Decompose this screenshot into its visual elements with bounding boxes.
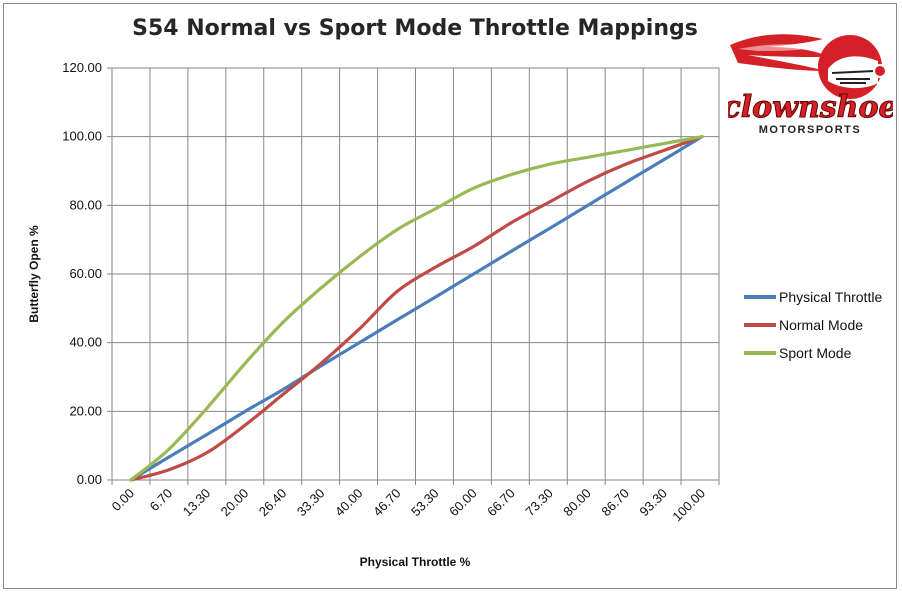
legend-label: Sport Mode <box>779 345 852 361</box>
x-tick-label: 0.00 <box>109 486 138 515</box>
series-line-normal-mode <box>129 135 704 482</box>
legend-label: Physical Throttle <box>779 289 883 305</box>
axes <box>107 67 720 485</box>
legend-item-sport-mode: Sport Mode <box>744 339 882 367</box>
x-tick-label: 73.30 <box>522 486 556 520</box>
x-tick-label: 13.30 <box>180 486 214 520</box>
y-tick-label: 40.00 <box>69 335 102 350</box>
y-tick-label: 0.00 <box>77 472 102 487</box>
series-line-physical-throttle <box>129 135 704 482</box>
series-line-sport-mode <box>129 135 704 482</box>
x-tick-label: 20.00 <box>218 486 252 520</box>
x-tick-label: 33.30 <box>294 486 328 520</box>
x-tick-label: 46.70 <box>370 486 404 520</box>
x-tick-label: 40.00 <box>332 486 366 520</box>
grid-lines <box>111 67 720 481</box>
y-tick-label: 100.00 <box>62 129 102 144</box>
clownshoe-motorsports-logo: clownshoe MOTORSPORTS <box>728 34 893 136</box>
x-tick-label: 93.30 <box>636 486 670 520</box>
y-tick-labels: 0.00 20.00 40.00 60.00 80.00 100.00 120.00 <box>62 60 102 487</box>
legend-swatch <box>744 323 776 327</box>
y-tick-label: 80.00 <box>69 197 102 212</box>
x-tick-label: 53.30 <box>408 486 442 520</box>
x-tick-label: 86.70 <box>598 486 632 520</box>
x-tick-label: 80.00 <box>560 486 594 520</box>
y-tick-label: 60.00 <box>69 266 102 281</box>
x-tick-label: 66.70 <box>484 486 518 520</box>
y-tick-label: 120.00 <box>62 60 102 75</box>
legend: Physical Throttle Normal Mode Sport Mode <box>744 283 882 367</box>
series-lines <box>129 135 704 482</box>
x-tick-label: 26.40 <box>256 486 290 520</box>
y-tick-label: 20.00 <box>69 403 102 418</box>
logo-helmet <box>818 35 887 99</box>
legend-label: Normal Mode <box>779 317 864 333</box>
chart-title: S54 Normal vs Sport Mode Throttle Mappin… <box>132 16 698 41</box>
legend-item-normal-mode: Normal Mode <box>744 311 882 339</box>
x-tick-label: 6.70 <box>147 486 176 515</box>
legend-item-physical-throttle: Physical Throttle <box>744 283 882 311</box>
x-axis-label: Physical Throttle % <box>359 555 471 569</box>
logo-flames <box>730 34 828 71</box>
legend-swatch <box>744 295 776 299</box>
svg-text:clownshoe: clownshoe <box>728 90 893 125</box>
legend-swatch <box>744 351 776 355</box>
x-tick-label: 100.00 <box>669 486 708 525</box>
svg-text:MOTORSPORTS: MOTORSPORTS <box>759 124 861 136</box>
x-tick-label: 60.00 <box>446 486 480 520</box>
plot-border <box>111 67 720 481</box>
x-tick-labels: 0.00 6.70 13.30 20.00 26.40 33.30 40.00 46.70 53… <box>109 486 709 525</box>
